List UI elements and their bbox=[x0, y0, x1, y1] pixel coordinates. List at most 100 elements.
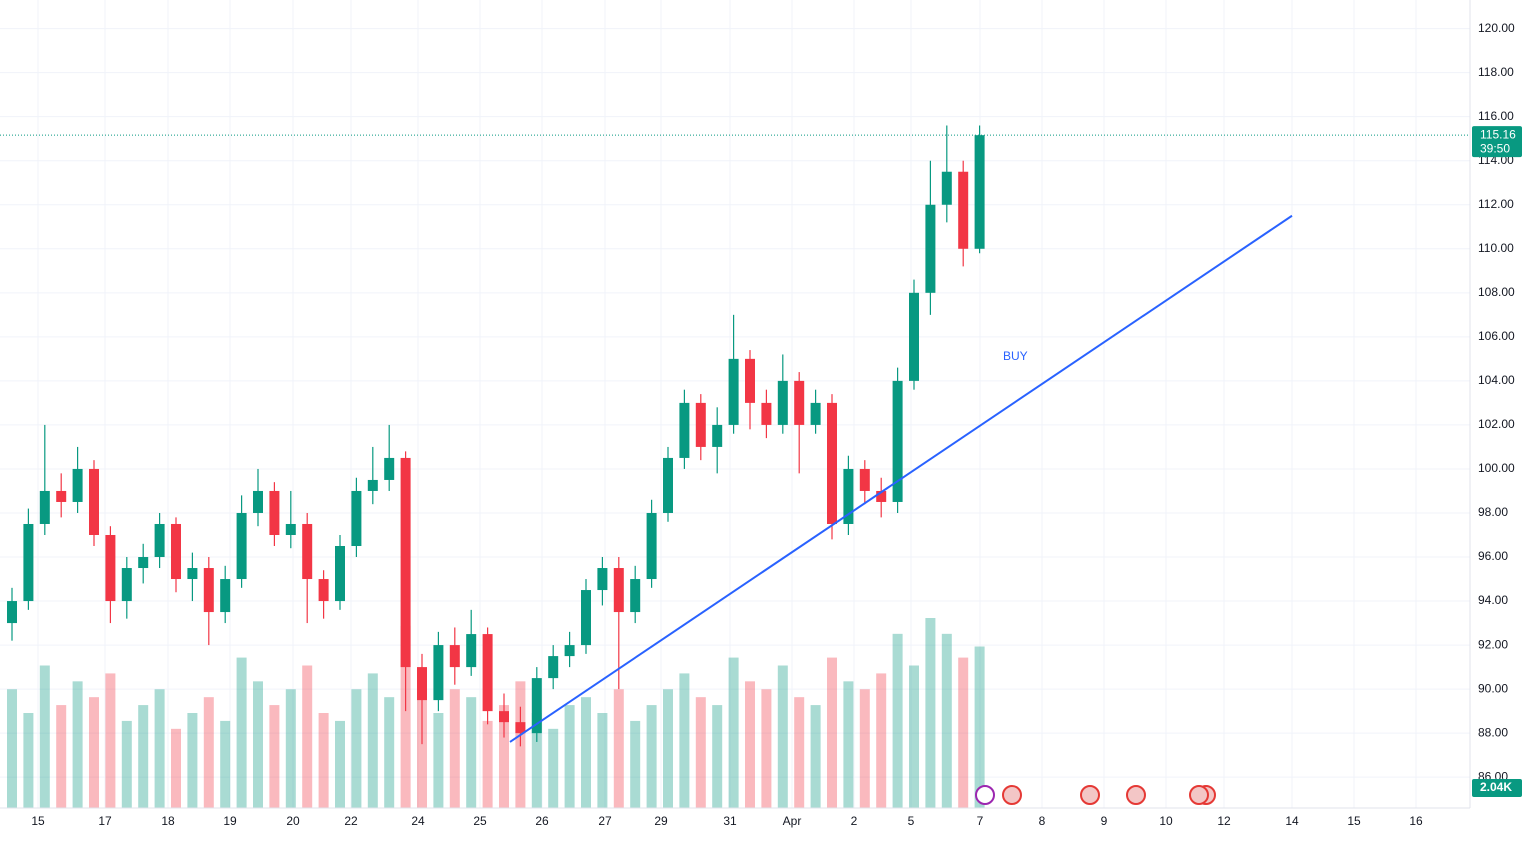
y-tick-label: 108.00 bbox=[1478, 285, 1515, 299]
volume-bar bbox=[859, 689, 870, 808]
volume-bar bbox=[89, 697, 99, 808]
volume-bar bbox=[941, 633, 952, 808]
volume-bar bbox=[7, 689, 17, 808]
candle-body bbox=[466, 634, 477, 668]
x-tick-label: 19 bbox=[223, 814, 237, 828]
x-tick-label: 15 bbox=[31, 814, 45, 828]
candle-body bbox=[515, 722, 526, 734]
y-tick-label: 110.00 bbox=[1478, 241, 1514, 255]
candle-body bbox=[892, 380, 903, 502]
candle-body bbox=[203, 568, 214, 613]
x-tick-label: 26 bbox=[535, 814, 549, 828]
volume-bar bbox=[171, 728, 181, 808]
volume-bar bbox=[138, 705, 149, 808]
candle-body bbox=[351, 490, 362, 547]
y-tick-label: 100.00 bbox=[1478, 461, 1515, 475]
y-tick-label: 102.00 bbox=[1478, 417, 1515, 431]
volume-bar bbox=[417, 681, 427, 808]
x-tick-label: 29 bbox=[654, 814, 668, 828]
x-tick-label: 15 bbox=[1347, 814, 1361, 828]
volume-bar bbox=[105, 673, 116, 808]
y-tick-label: 118.00 bbox=[1478, 65, 1514, 79]
volume-bar bbox=[433, 713, 444, 808]
candle-body bbox=[958, 171, 969, 249]
candle-body bbox=[400, 457, 411, 668]
candle-body bbox=[39, 490, 50, 524]
x-tick-label: 5 bbox=[908, 814, 915, 828]
event-icons bbox=[975, 785, 1216, 805]
candle-body bbox=[810, 402, 821, 425]
volume-bar bbox=[121, 720, 132, 808]
volume-bar bbox=[23, 713, 34, 808]
candle-body bbox=[72, 468, 83, 502]
volume-bar bbox=[187, 713, 198, 808]
y-tick-label: 98.00 bbox=[1478, 505, 1508, 519]
event-icon[interactable] bbox=[1002, 785, 1022, 805]
volume-bar bbox=[154, 689, 165, 808]
volume-bar bbox=[253, 681, 263, 808]
volume-bar bbox=[695, 697, 706, 808]
candle-body bbox=[220, 579, 231, 613]
volume-bar bbox=[39, 665, 50, 808]
volume-bar bbox=[745, 681, 755, 808]
volume-bar bbox=[958, 657, 969, 808]
x-tick-label: 27 bbox=[598, 814, 612, 828]
candle-body bbox=[171, 523, 181, 580]
volume-bar bbox=[367, 673, 378, 808]
candle-body bbox=[56, 490, 67, 502]
candle-body bbox=[384, 457, 395, 480]
volume-bar bbox=[318, 713, 329, 808]
candle-body bbox=[695, 402, 706, 447]
volume-bar bbox=[236, 657, 247, 808]
y-tick-label: 96.00 bbox=[1478, 549, 1508, 563]
candle-body bbox=[335, 546, 345, 602]
y-tick-label: 112.00 bbox=[1478, 197, 1514, 211]
trendline bbox=[509, 214, 1293, 743]
x-tick-label: 22 bbox=[344, 814, 358, 828]
candle-body bbox=[925, 204, 936, 293]
candle-body bbox=[909, 292, 919, 381]
y-tick-label: 120.00 bbox=[1478, 21, 1515, 35]
volume-bar bbox=[892, 633, 903, 808]
candle-body bbox=[974, 135, 985, 249]
candle-body bbox=[269, 490, 280, 535]
event-icon[interactable] bbox=[1080, 785, 1100, 805]
volume-badge bbox=[1472, 779, 1522, 797]
volume-bar bbox=[351, 689, 362, 808]
volume-bar bbox=[285, 689, 296, 808]
candle-body bbox=[433, 645, 444, 701]
volume-bar bbox=[646, 705, 657, 808]
x-tick-label: 16 bbox=[1409, 814, 1423, 828]
candle-body bbox=[581, 590, 591, 646]
volume-bar bbox=[827, 657, 837, 808]
x-tick-label: 8 bbox=[1039, 814, 1046, 828]
volume-bar bbox=[679, 673, 690, 808]
x-tick-label: 9 bbox=[1101, 814, 1108, 828]
x-tick-label: 14 bbox=[1285, 814, 1299, 828]
volume-bar bbox=[482, 720, 493, 808]
x-tick-label: 12 bbox=[1217, 814, 1231, 828]
candle-body bbox=[7, 601, 17, 624]
candle-body bbox=[646, 512, 657, 580]
volume-bar bbox=[72, 681, 83, 808]
volume-bar bbox=[876, 673, 887, 808]
event-icon[interactable] bbox=[1189, 785, 1209, 805]
x-tick-label: 18 bbox=[161, 814, 175, 828]
volume-bar bbox=[564, 705, 575, 808]
candle-body bbox=[679, 402, 690, 458]
candle-body bbox=[499, 711, 509, 723]
volume-bar bbox=[220, 720, 231, 808]
volume-bar bbox=[663, 689, 673, 808]
y-tick-label: 94.00 bbox=[1478, 593, 1508, 607]
volume-bar bbox=[843, 681, 854, 808]
volume-bar bbox=[777, 665, 788, 808]
volume-bar bbox=[302, 665, 313, 808]
y-tick-label: 92.00 bbox=[1478, 637, 1508, 651]
candle-body bbox=[597, 568, 608, 591]
volume-bar bbox=[712, 705, 723, 808]
candle-body bbox=[154, 523, 165, 558]
volume-bar bbox=[597, 713, 608, 808]
event-icon[interactable] bbox=[975, 785, 995, 805]
event-icon[interactable] bbox=[1126, 785, 1146, 805]
